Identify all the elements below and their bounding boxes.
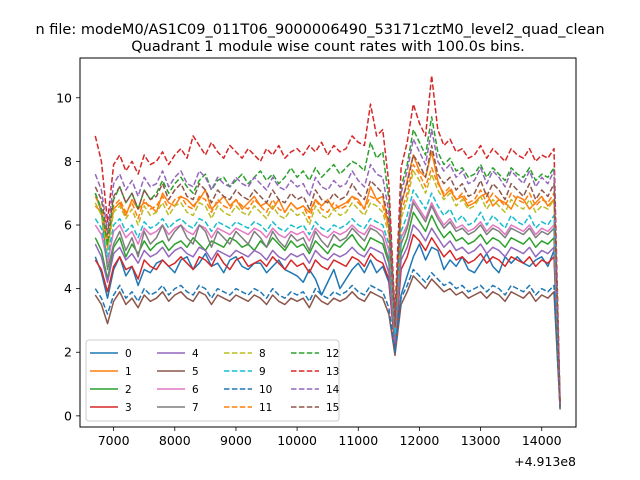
series-line-9 (94, 189, 561, 407)
legend-label-3: 3 (125, 402, 132, 414)
legend-label-5: 5 (192, 366, 199, 378)
x-tick-label: 9000 (220, 433, 252, 448)
series-line-14 (94, 128, 561, 407)
series-line-12 (94, 116, 561, 407)
legend-label-7: 7 (192, 402, 199, 414)
figure-suptitle: n file: modeM0/AS1C09_011T06_9000006490_… (35, 22, 604, 38)
series-line-6 (94, 198, 561, 407)
legend-label-4: 4 (192, 348, 199, 360)
series-line-8 (94, 170, 561, 407)
axes-frame (79, 57, 577, 428)
series-line-13 (94, 74, 561, 404)
y-tick-label: 0 (64, 408, 72, 423)
chart-title: Quadrant 1 module wise count rates with … (131, 39, 525, 55)
series-line-7 (94, 192, 561, 407)
x-tick-label: 13000 (461, 433, 501, 448)
ticks-layer: 7000 8000 9000 10000 11000 12000 13000 14000 0 2 4… (56, 90, 562, 448)
x-tick-label: 8000 (159, 433, 191, 448)
legend-label-11: 11 (259, 402, 272, 414)
y-tick-label: 4 (64, 281, 72, 296)
x-tick-label: 7000 (98, 433, 130, 448)
legend-box (85, 339, 340, 422)
y-tick-label: 8 (64, 154, 72, 169)
legend-label-9: 9 (259, 366, 266, 378)
series-line-0 (94, 243, 561, 407)
x-tick-label: 14000 (522, 433, 562, 448)
y-tick-label: 10 (56, 90, 72, 105)
series-line-5 (94, 275, 561, 410)
y-tick-label: 6 (64, 218, 72, 233)
legend-label-0: 0 (125, 348, 132, 360)
x-tick-label: 10000 (277, 433, 317, 448)
legend-label-1: 1 (125, 366, 132, 378)
series-line-3 (94, 233, 561, 407)
legend-label-12: 12 (326, 348, 339, 360)
legend-label-8: 8 (259, 348, 266, 360)
series-line-4 (94, 224, 561, 407)
legend-label-2: 2 (125, 384, 132, 396)
x-offset-label: +4.913e8 (514, 454, 576, 469)
legend-label-15: 15 (326, 402, 339, 414)
series-layer (94, 74, 561, 410)
legend-label-14: 14 (326, 384, 340, 396)
legend-label-6: 6 (192, 384, 199, 396)
series-line-2 (94, 211, 561, 407)
series-line-10 (94, 268, 561, 410)
legend-label-13: 13 (326, 366, 339, 378)
legend-label-10: 10 (259, 384, 272, 396)
series-line-11 (94, 163, 561, 407)
series-line-15 (94, 144, 561, 407)
y-tick-label: 2 (64, 345, 72, 360)
x-tick-label: 11000 (338, 433, 378, 448)
x-tick-label: 12000 (400, 433, 440, 448)
